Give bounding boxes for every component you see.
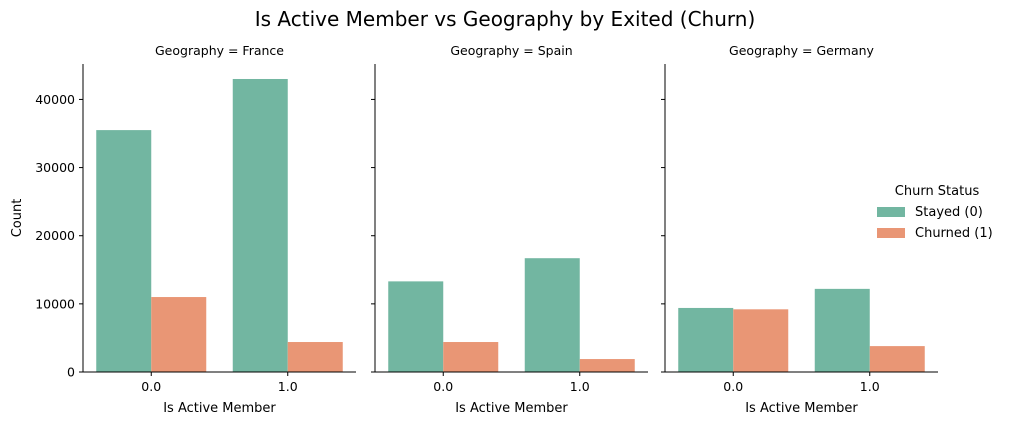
x-tick-label: 1.0 [278,379,298,394]
y-tick-label: 20000 [35,228,75,243]
bar-stayed [678,307,734,372]
bar-stayed [524,258,580,372]
x-axis-label: Is Active Member [163,401,276,416]
bar-stayed [814,288,870,372]
bar-stayed [388,281,444,372]
y-tick-label: 40000 [35,92,75,107]
y-tick-label: 0 [67,365,75,380]
legend-swatch-churned [877,228,905,238]
x-tick-label: 0.0 [433,379,453,394]
bar-churned [869,346,925,372]
bar-churned [579,359,635,372]
bar-churned [151,297,207,372]
y-tick-label: 10000 [35,296,75,311]
facet-title: Geography = France [155,43,284,58]
y-axis-label: Count [10,199,25,238]
legend-label-churned: Churned (1) [915,226,993,241]
x-axis-label: Is Active Member [745,401,858,416]
facet-1: Geography = Spain 0.0 1.0Is Active Member [371,43,648,416]
facet-title: Geography = Spain [450,43,572,58]
legend-swatch-stayed [877,207,905,217]
facet-2: Geography = Germany 0.0 1.0Is Active Membe… [661,43,938,416]
x-axis-label: Is Active Member [455,401,568,416]
bar-churned [287,342,343,372]
chart-title: Is Active Member vs Geography by Exited … [255,7,756,31]
bar-stayed [96,130,152,372]
legend: Churn Status Stayed (0) Churned (1) [877,184,993,241]
y-tick-label: 30000 [35,160,75,175]
x-tick-label: 0.0 [723,379,743,394]
x-tick-label: 0.0 [141,379,161,394]
legend-label-stayed: Stayed (0) [915,205,983,220]
bar-churned [443,342,499,372]
facet-0: Geography = France 0 10000 20000 30000 40000 0… [35,43,356,416]
bar-stayed [232,78,288,372]
x-tick-label: 1.0 [570,379,590,394]
legend-title: Churn Status [895,184,980,199]
x-tick-label: 1.0 [860,379,880,394]
facets: Geography = France 0 10000 20000 30000 40000 0… [35,43,938,416]
bar-churned [733,309,789,372]
facet-title: Geography = Germany [729,43,874,58]
